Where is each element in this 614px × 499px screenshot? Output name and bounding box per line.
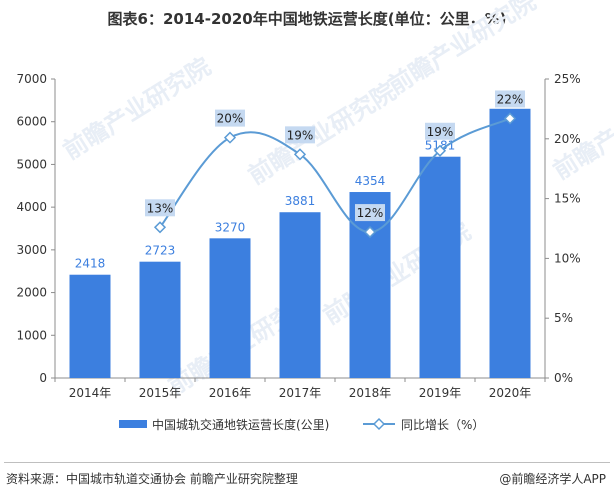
growth-marker <box>363 226 377 239</box>
source-note: 资料来源：中国城市轨道交通协会 前瞻产业研究院整理 <box>6 472 298 486</box>
y-left-tick-label: 2000 <box>16 286 47 300</box>
y-left-tick-label: 5000 <box>16 157 47 171</box>
bar-value-label: 3270 <box>215 220 246 234</box>
growth-label: 20% <box>217 112 244 126</box>
x-tick-label: 2017年 <box>279 386 322 400</box>
legend: 中国城轨交通地铁运营长度(公里) 同比增长（%） <box>119 417 484 432</box>
bar-value-label: 2418 <box>75 257 106 271</box>
y-left-tick-label: 3000 <box>16 243 47 257</box>
growth-label: 13% <box>147 201 174 215</box>
footer-divider <box>4 462 610 463</box>
line-series: 13% 20% 19% 12% 19% 22% <box>145 90 525 239</box>
y-left-tick-label: 4000 <box>16 200 47 214</box>
growth-marker <box>223 131 237 144</box>
x-tick-label: 2019年 <box>419 386 462 400</box>
y-right-tick-label: 0% <box>554 371 573 385</box>
watermark-text: 前瞻产业研究院 <box>58 52 215 165</box>
x-tick-label: 2020年 <box>489 386 532 400</box>
bar <box>209 238 251 378</box>
axes: 0 1000 2000 3000 4000 5000 6000 7000 0% 5% 10% 15% 2… <box>16 72 580 400</box>
watermark-text: 前瞻产业研究院 <box>548 72 614 185</box>
legend-bar-swatch <box>119 420 147 428</box>
bar <box>419 156 461 378</box>
y-left-tick-label: 1000 <box>16 328 47 342</box>
bar-series <box>69 108 531 379</box>
growth-label-box <box>285 126 315 144</box>
legend-line-marker <box>372 417 386 431</box>
brand-credit: @前瞻经济学人APP <box>499 472 606 486</box>
legend-bar-label: 中国城轨交通地铁运营长度(公里) <box>152 417 329 432</box>
bar-value-label: 3881 <box>285 194 316 208</box>
y-left-tick-label: 6000 <box>16 115 47 129</box>
growth-label-box <box>495 90 525 108</box>
y-right-tick-label: 25% <box>554 72 581 86</box>
y-right-tick-label: 5% <box>554 311 573 325</box>
growth-label-box <box>145 199 175 217</box>
y-left-tick-label: 0 <box>39 371 47 385</box>
growth-label: 19% <box>427 125 454 139</box>
growth-label: 19% <box>287 128 314 142</box>
bar <box>489 108 531 379</box>
bar <box>279 212 321 378</box>
y-left-tick-label: 7000 <box>16 72 47 86</box>
growth-marker <box>503 112 517 125</box>
growth-marker <box>153 221 167 234</box>
y-right-tick-label: 15% <box>554 192 581 206</box>
y-right-tick-label: 10% <box>554 251 581 265</box>
growth-label: 12% <box>357 206 384 220</box>
x-tick-label: 2018年 <box>349 386 392 400</box>
bar <box>139 261 181 378</box>
x-tick-label: 2016年 <box>209 386 252 400</box>
growth-marker <box>293 148 307 161</box>
bar <box>69 274 111 378</box>
growth-label-box <box>355 204 385 222</box>
x-tick-label: 2014年 <box>69 386 112 400</box>
chart-title: 图表6：2014-2020年中国地铁运营长度(单位：公里，%) <box>107 10 507 28</box>
y-right-tick-label: 20% <box>554 132 581 146</box>
growth-label-box <box>215 109 245 127</box>
growth-label-box <box>425 122 455 140</box>
watermark-text: 前瞻产业研究院 <box>383 0 540 100</box>
legend-line-label: 同比增长（%） <box>401 418 484 432</box>
growth-label: 22% <box>497 92 524 106</box>
bar <box>349 192 391 378</box>
x-tick-label: 2015年 <box>139 386 182 400</box>
bar-value-label: 2723 <box>145 244 176 258</box>
growth-marker <box>433 144 447 157</box>
bar-value-label: 4354 <box>355 174 386 188</box>
